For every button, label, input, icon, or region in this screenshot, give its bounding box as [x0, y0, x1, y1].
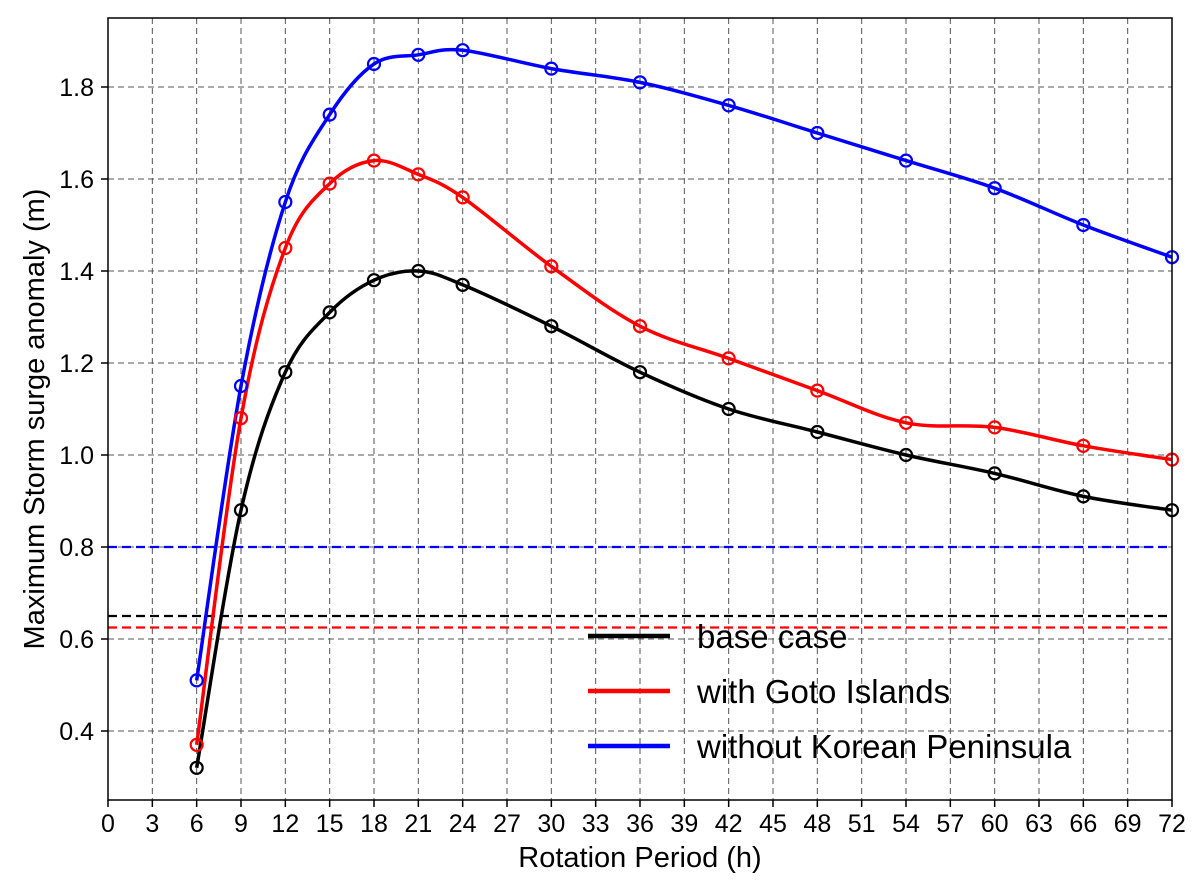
- data-point-marker: [455, 190, 470, 205]
- x-tick-label: 51: [848, 810, 876, 838]
- grid: [107, 18, 1173, 800]
- data-point-marker: [987, 181, 1002, 196]
- data-point-marker: [632, 365, 648, 380]
- data-point-marker: [411, 47, 426, 62]
- data-point-marker: [189, 760, 204, 775]
- data-point-marker: [898, 153, 914, 168]
- data-point-marker: [544, 319, 559, 334]
- x-tick-label: 45: [759, 810, 787, 838]
- axis-ticks: 0 3 6 9 12 15 18 21 24 27 30 33 36 39 42 45 48 51 54 57 60 63…: [59, 74, 1186, 838]
- data-point-marker: [366, 273, 382, 288]
- data-point-marker: [322, 305, 337, 320]
- x-tick-label: 3: [145, 810, 159, 838]
- x-tick-label: 36: [626, 810, 654, 838]
- x-tick-label: 18: [360, 810, 388, 838]
- legend-label-2: without Korean Peninsula: [696, 728, 1072, 765]
- x-tick-label: 39: [670, 810, 698, 838]
- series-line-2: [194, 47, 1173, 681]
- legend-label-0: base case: [697, 618, 847, 655]
- data-point-marker: [189, 673, 204, 688]
- legend: base case with Goto Islands without Korean…: [588, 618, 1072, 765]
- y-tick-label: 0.6: [59, 626, 94, 654]
- data-point-marker: [632, 319, 648, 334]
- y-tick-label: 1.8: [59, 74, 94, 102]
- x-tick-label: 54: [892, 810, 920, 838]
- data-point-marker: [322, 176, 337, 191]
- x-axis-label: Rotation Period (h): [518, 842, 761, 874]
- data-point-marker: [411, 263, 426, 279]
- x-tick-label: 24: [449, 810, 477, 838]
- x-tick-label: 21: [404, 810, 432, 838]
- data-point-marker: [898, 415, 914, 430]
- y-tick-label: 0.8: [59, 534, 94, 562]
- series-line-1: [194, 158, 1173, 746]
- x-tick-label: 63: [1025, 810, 1053, 838]
- data-point-marker: [278, 240, 293, 256]
- x-tick-label: 12: [271, 810, 299, 838]
- data-point-marker: [278, 365, 293, 380]
- x-tick-label: 6: [190, 810, 204, 838]
- data-point-marker: [411, 167, 426, 182]
- x-tick-label: 72: [1158, 810, 1186, 838]
- x-tick-label: 9: [234, 810, 248, 838]
- data-point-marker: [987, 420, 1002, 435]
- reference-lines: [108, 545, 1172, 629]
- y-tick-label: 1.4: [59, 258, 94, 286]
- x-tick-label: 66: [1069, 810, 1097, 838]
- data-point-marker: [233, 503, 249, 518]
- data-point-marker: [1076, 217, 1091, 233]
- data-point-marker: [721, 401, 736, 417]
- data-point-marker: [189, 737, 204, 752]
- data-point-marker: [233, 411, 249, 426]
- data-point-marker: [810, 383, 825, 398]
- x-tick-label: 60: [981, 810, 1009, 838]
- data-point-marker: [810, 424, 825, 440]
- data-point-marker: [322, 107, 337, 122]
- data-point-marker: [233, 378, 249, 394]
- y-tick-label: 1.2: [59, 350, 94, 378]
- data-point-marker: [632, 75, 648, 90]
- x-tick-label: 48: [803, 810, 831, 838]
- x-tick-label: 0: [101, 810, 115, 838]
- data-point-marker: [455, 43, 470, 58]
- data-point-marker: [810, 125, 825, 141]
- data-point-marker: [1076, 438, 1091, 453]
- x-tick-label: 57: [936, 810, 964, 838]
- data-point-marker: [721, 351, 736, 366]
- y-axis-label: Maximum Storm surge anomaly (m): [19, 189, 51, 650]
- x-tick-label: 15: [316, 810, 344, 838]
- x-tick-label: 69: [1114, 810, 1142, 838]
- data-point-marker: [544, 259, 559, 274]
- data-markers: [189, 43, 1180, 775]
- y-tick-label: 0.4: [59, 718, 94, 746]
- data-point-marker: [721, 98, 736, 113]
- data-point-marker: [366, 153, 382, 168]
- data-point-marker: [544, 61, 559, 76]
- data-point-marker: [1076, 489, 1091, 504]
- data-point-marker: [278, 194, 293, 210]
- data-point-marker: [987, 466, 1002, 481]
- y-tick-label: 1.0: [59, 442, 94, 470]
- x-tick-label: 42: [715, 810, 743, 838]
- data-point-marker: [455, 277, 470, 292]
- x-tick-label: 30: [537, 810, 565, 838]
- data-point-marker: [366, 56, 382, 72]
- data-point-marker: [898, 447, 914, 463]
- legend-label-1: with Goto Islands: [696, 673, 950, 710]
- x-tick-label: 27: [493, 810, 521, 838]
- y-tick-label: 1.6: [59, 166, 94, 194]
- x-tick-label: 33: [582, 810, 610, 838]
